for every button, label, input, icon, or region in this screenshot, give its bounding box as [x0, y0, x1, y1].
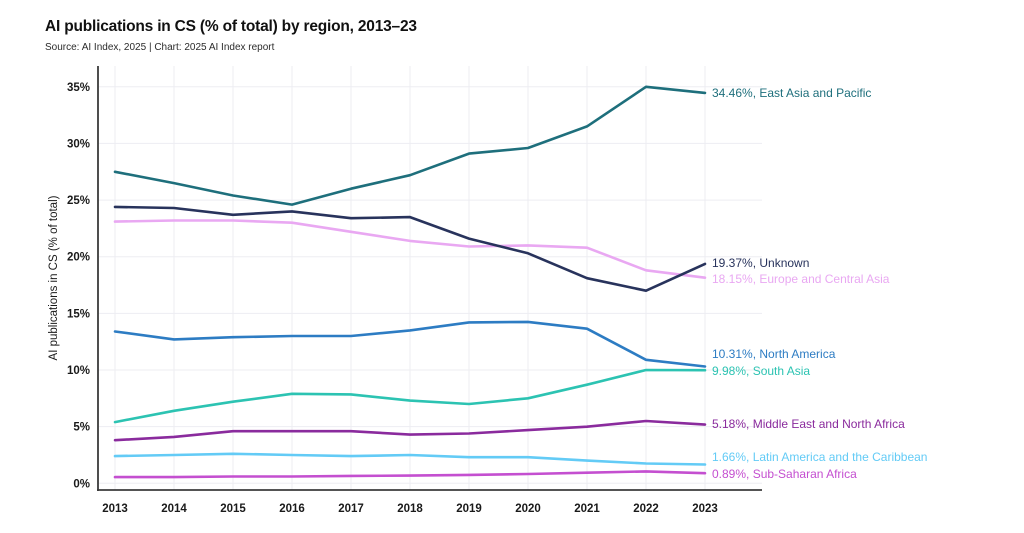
series-line-latin-america-and-the-caribbean [113, 452, 707, 466]
series-end-label-east-asia-and-pacific: 34.46%, East Asia and Pacific [712, 86, 871, 100]
series-end-label-sub-saharan-africa: 0.89%, Sub-Saharan Africa [712, 467, 857, 481]
series-line-sub-saharan-africa [113, 470, 707, 479]
x-tick-label: 2017 [338, 503, 364, 515]
x-tick-label: 2020 [515, 503, 541, 515]
y-tick-label: 20% [67, 252, 90, 264]
series-end-label-middle-east-and-north-africa: 5.18%, Middle East and North Africa [712, 417, 905, 431]
y-tick-label: 5% [73, 422, 90, 434]
series-end-label-north-america: 10.31%, North America [712, 347, 836, 361]
series-line-east-asia-and-pacific [113, 85, 707, 206]
x-tick-label: 2021 [574, 503, 600, 515]
y-tick-label: 25% [67, 195, 90, 207]
y-tick-label: 30% [67, 138, 90, 150]
series-line-north-america [113, 320, 707, 368]
y-tick-label: 15% [67, 308, 90, 320]
x-tick-label: 2014 [161, 503, 187, 515]
series-line-south-asia [113, 368, 707, 424]
series-end-label-europe-and-central-asia: 18.15%, Europe and Central Asia [712, 272, 890, 286]
x-tick-label: 2018 [397, 503, 423, 515]
y-tick-label: 0% [73, 478, 90, 490]
series-line-unknown [113, 205, 707, 293]
series-end-label-south-asia: 9.98%, South Asia [712, 364, 810, 378]
x-tick-label: 2019 [456, 503, 482, 515]
series-line-middle-east-and-north-africa [113, 419, 707, 442]
y-axis-title: AI publications in CS (% of total) [48, 195, 60, 360]
series-end-label-unknown: 19.37%, Unknown [712, 256, 809, 270]
x-tick-label: 2022 [633, 503, 659, 515]
y-tick-label: 35% [67, 82, 90, 94]
x-tick-label: 2013 [102, 503, 128, 515]
series-line-europe-and-central-asia [113, 219, 707, 280]
chart-subtitle: Source: AI Index, 2025 | Chart: 2025 AI … [45, 42, 275, 53]
x-tick-label: 2016 [279, 503, 305, 515]
x-tick-label: 2023 [692, 503, 718, 515]
series-end-label-latin-america-and-the-caribbean: 1.66%, Latin America and the Caribbean [712, 450, 927, 464]
x-tick-label: 2015 [220, 503, 246, 515]
chart-title: AI publications in CS (% of total) by re… [45, 18, 417, 35]
y-tick-label: 10% [67, 365, 90, 377]
